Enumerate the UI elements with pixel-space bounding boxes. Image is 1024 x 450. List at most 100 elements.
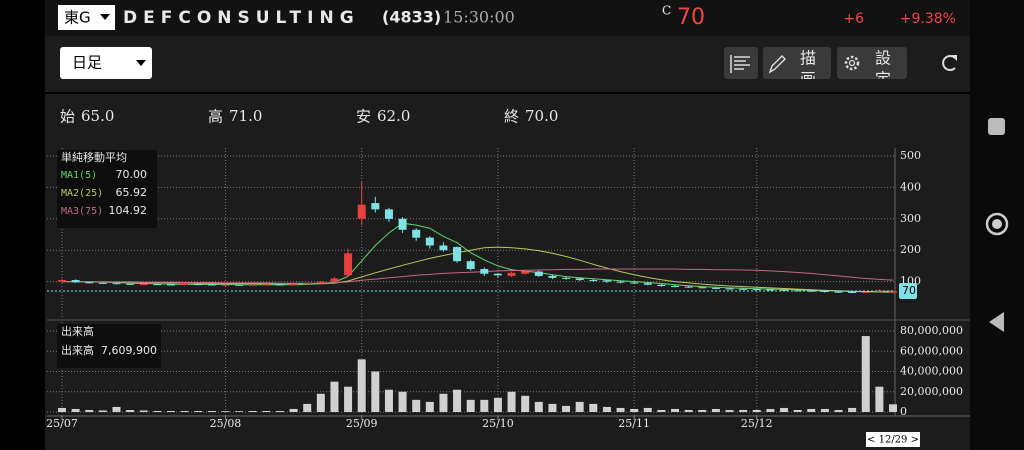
- candle-body: [630, 282, 639, 284]
- volume-bar: [58, 407, 66, 412]
- ma-line: [62, 268, 894, 284]
- change: +6: [843, 11, 864, 27]
- setting-button[interactable]: [837, 47, 907, 79]
- cursor-box: [866, 432, 920, 447]
- y-tick-label: 500: [900, 149, 921, 162]
- candle-body: [671, 285, 680, 287]
- dropdown-arrow: [136, 60, 146, 66]
- refresh-icon[interactable]: [942, 55, 956, 71]
- y-tick-label: 0: [900, 405, 907, 418]
- volume-bar: [439, 393, 448, 412]
- volume-bar: [834, 409, 843, 412]
- volume-bar: [507, 391, 516, 412]
- candle-body: [221, 284, 230, 286]
- volume-bar: [425, 401, 434, 412]
- summary-label: 高: [208, 108, 223, 126]
- candle-body: [575, 278, 584, 281]
- dropdown-arrow: [100, 14, 110, 20]
- candle-body: [289, 284, 298, 286]
- indicator-button[interactable]: [724, 47, 758, 79]
- cursor-label: < 12/29 >: [867, 435, 919, 446]
- volume-bar: [793, 409, 802, 412]
- period-select[interactable]: [60, 47, 152, 79]
- volume-bar: [548, 403, 557, 412]
- volume-bar: [466, 399, 475, 412]
- candle-body: [98, 282, 107, 284]
- candle-body: [602, 280, 611, 282]
- candle-body: [194, 284, 203, 286]
- candle-body: [316, 281, 325, 284]
- candle-body: [725, 288, 734, 290]
- y-tick-label: 80,000,000: [900, 324, 963, 337]
- volume-bar: [493, 397, 502, 412]
- y-tick-label: 40,000,000: [900, 365, 963, 378]
- candle-body: [398, 218, 407, 230]
- gear-icon: [848, 59, 856, 67]
- gear-icon: [844, 55, 860, 71]
- candle-body: [207, 284, 216, 286]
- candle-body: [684, 286, 693, 288]
- candle-body: [71, 280, 80, 283]
- draw-label: 描: [800, 49, 816, 68]
- volume-bar: [752, 409, 761, 412]
- candle-body: [507, 272, 516, 276]
- stock-code: (4833): [382, 8, 441, 27]
- y-tick-label: 300: [900, 212, 921, 225]
- summary-label: 終: [504, 108, 519, 126]
- candle-body: [166, 284, 175, 286]
- candle-body: [739, 288, 748, 290]
- candle-body: [480, 269, 489, 274]
- candle-body: [752, 289, 761, 291]
- volume-bar: [71, 408, 80, 412]
- volume-bar: [194, 410, 203, 412]
- volume-bar: [589, 403, 598, 412]
- candle-body: [562, 277, 571, 279]
- candle-body: [384, 209, 393, 219]
- pencil-icon: [768, 55, 786, 74]
- volume-bar: [371, 371, 380, 412]
- summary-label: 安: [356, 108, 371, 126]
- candle-body: [766, 289, 775, 291]
- volume-bar: [684, 409, 693, 412]
- candle-body: [698, 287, 707, 289]
- candle-body: [521, 271, 530, 274]
- volume-bar: [330, 381, 339, 412]
- candle-body: [453, 247, 462, 262]
- x-tick-label: 25/07: [46, 417, 78, 430]
- summary-value: 70.0: [525, 107, 558, 125]
- volume-bar: [303, 403, 312, 412]
- last-price: 70: [902, 284, 916, 297]
- volume-title: 出来高: [61, 324, 94, 338]
- volume-bar: [262, 410, 271, 412]
- candle-body: [126, 283, 135, 285]
- period: 日足: [72, 54, 102, 72]
- back-button[interactable]: [989, 312, 1004, 332]
- candle-body: [344, 253, 353, 276]
- volume-bar: [480, 399, 489, 412]
- app: [45, 0, 970, 450]
- price-flag: C: [662, 4, 671, 18]
- y-tick-label: 200: [900, 243, 921, 256]
- last-price-badge: [899, 283, 917, 300]
- legend-value: 70.00: [116, 168, 148, 181]
- volume-bar: [275, 410, 284, 412]
- volume-bar: [766, 408, 775, 412]
- x-tick-label: 25/08: [210, 417, 242, 430]
- draw-button[interactable]: [763, 47, 831, 79]
- candle-body: [58, 280, 66, 282]
- y-tick-label: 60,000,000: [900, 344, 963, 357]
- volume-bar: [739, 409, 748, 412]
- volume-bar: [861, 336, 870, 412]
- candle-body: [548, 275, 557, 278]
- home-dot: [992, 219, 1002, 229]
- home-button[interactable]: [985, 212, 1009, 236]
- volume-bar: [671, 408, 680, 412]
- candle-body: [534, 271, 543, 276]
- recent-button[interactable]: [988, 118, 1005, 135]
- volume-bar: [207, 410, 216, 412]
- candle-body: [848, 291, 857, 293]
- volume-bar: [575, 401, 584, 412]
- volume-bar: [711, 408, 720, 412]
- candle-body: [153, 284, 162, 286]
- volume-bar: [453, 389, 462, 412]
